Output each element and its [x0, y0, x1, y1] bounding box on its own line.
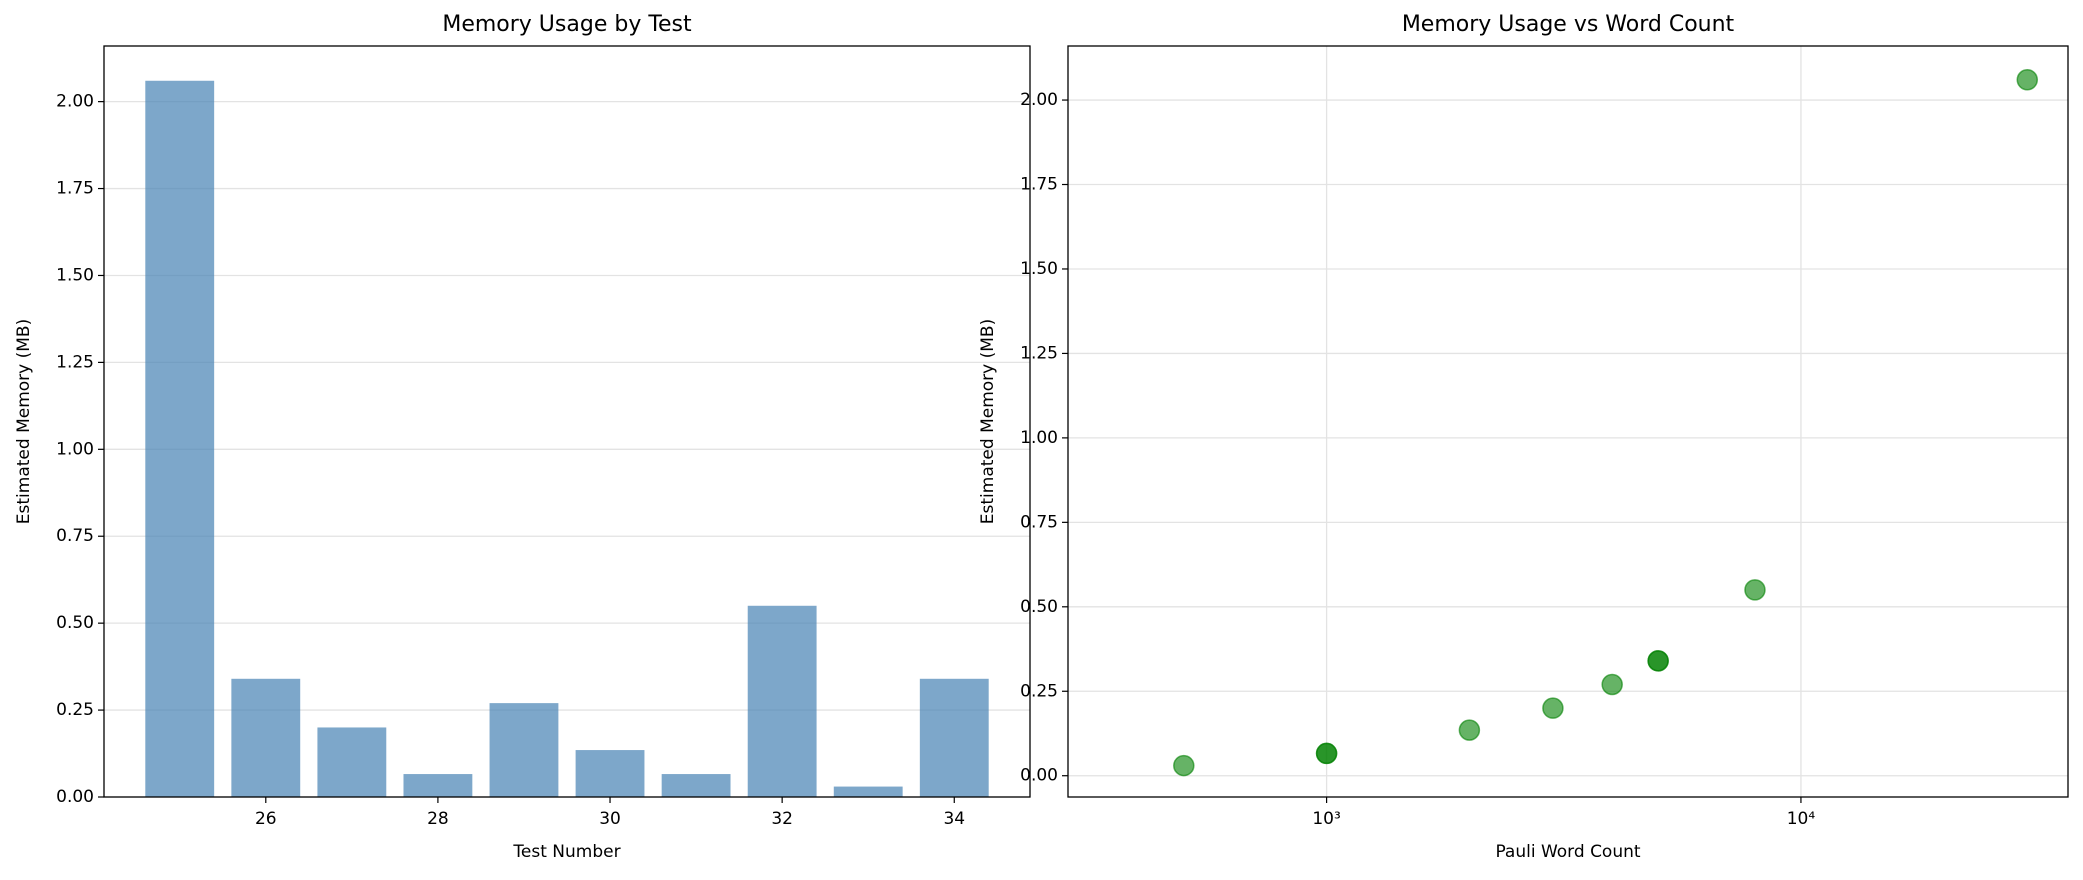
y-tick-label: 1.50 — [56, 265, 94, 285]
x-tick-label: 30 — [599, 809, 621, 829]
y-tick-label: 1.25 — [56, 352, 94, 372]
chart-title: Memory Usage vs Word Count — [1402, 12, 1735, 37]
bar — [661, 774, 731, 797]
axes-frame — [1067, 45, 2069, 798]
bar — [231, 678, 301, 797]
x-tick-label: 26 — [255, 809, 277, 829]
bar — [317, 727, 387, 797]
point — [1542, 697, 1564, 719]
y-tick-label: 1.00 — [56, 439, 94, 459]
bar — [575, 750, 645, 797]
bar — [489, 703, 559, 797]
y-tick-label: 1.75 — [56, 179, 94, 199]
y-tick-label: 0.75 — [1020, 512, 1058, 532]
bar — [403, 774, 473, 797]
y-tick-label: 1.75 — [1020, 175, 1058, 195]
point — [1173, 754, 1195, 777]
x-tick-label: 10³ — [1312, 809, 1340, 829]
point — [1744, 579, 1766, 601]
y-tick-label: 1.00 — [1020, 428, 1058, 448]
bar — [145, 80, 215, 798]
y-tick-label: 2.00 — [1020, 90, 1058, 110]
y-tick-label: 0.25 — [56, 700, 94, 720]
bar — [747, 605, 817, 797]
point — [1315, 742, 1338, 765]
x-axis-label: Test Number — [512, 842, 620, 862]
x-tick-label: 10⁴ — [1787, 809, 1816, 829]
x-tick-label: 28 — [427, 809, 449, 829]
y-tick-label: 0.50 — [56, 613, 94, 633]
x-tick-label: 34 — [943, 809, 965, 829]
point — [2016, 69, 2039, 91]
y-tick-label: 0.50 — [1020, 597, 1058, 617]
bar — [833, 786, 903, 797]
y-tick-label: 2.00 — [56, 92, 94, 112]
y-tick-label: 0.00 — [56, 787, 94, 807]
y-tick-label: 0.00 — [1020, 766, 1058, 786]
y-tick-label: 1.50 — [1020, 259, 1058, 279]
point — [1458, 719, 1481, 741]
x-axis-label: Pauli Word Count — [1495, 842, 1640, 862]
point — [1647, 650, 1669, 672]
point — [1601, 673, 1623, 696]
y-tick-label: 0.75 — [56, 526, 94, 546]
y-axis-label: Estimated Memory (MB) — [14, 319, 34, 524]
axes-frame — [103, 45, 1031, 798]
chart-title: Memory Usage by Test — [442, 12, 692, 37]
y-tick-label: 0.25 — [1020, 681, 1058, 701]
y-tick-label: 1.25 — [1020, 343, 1058, 363]
y-axis-label: Estimated Memory (MB) — [978, 319, 998, 524]
bar — [919, 678, 989, 797]
x-tick-label: 32 — [771, 809, 793, 829]
